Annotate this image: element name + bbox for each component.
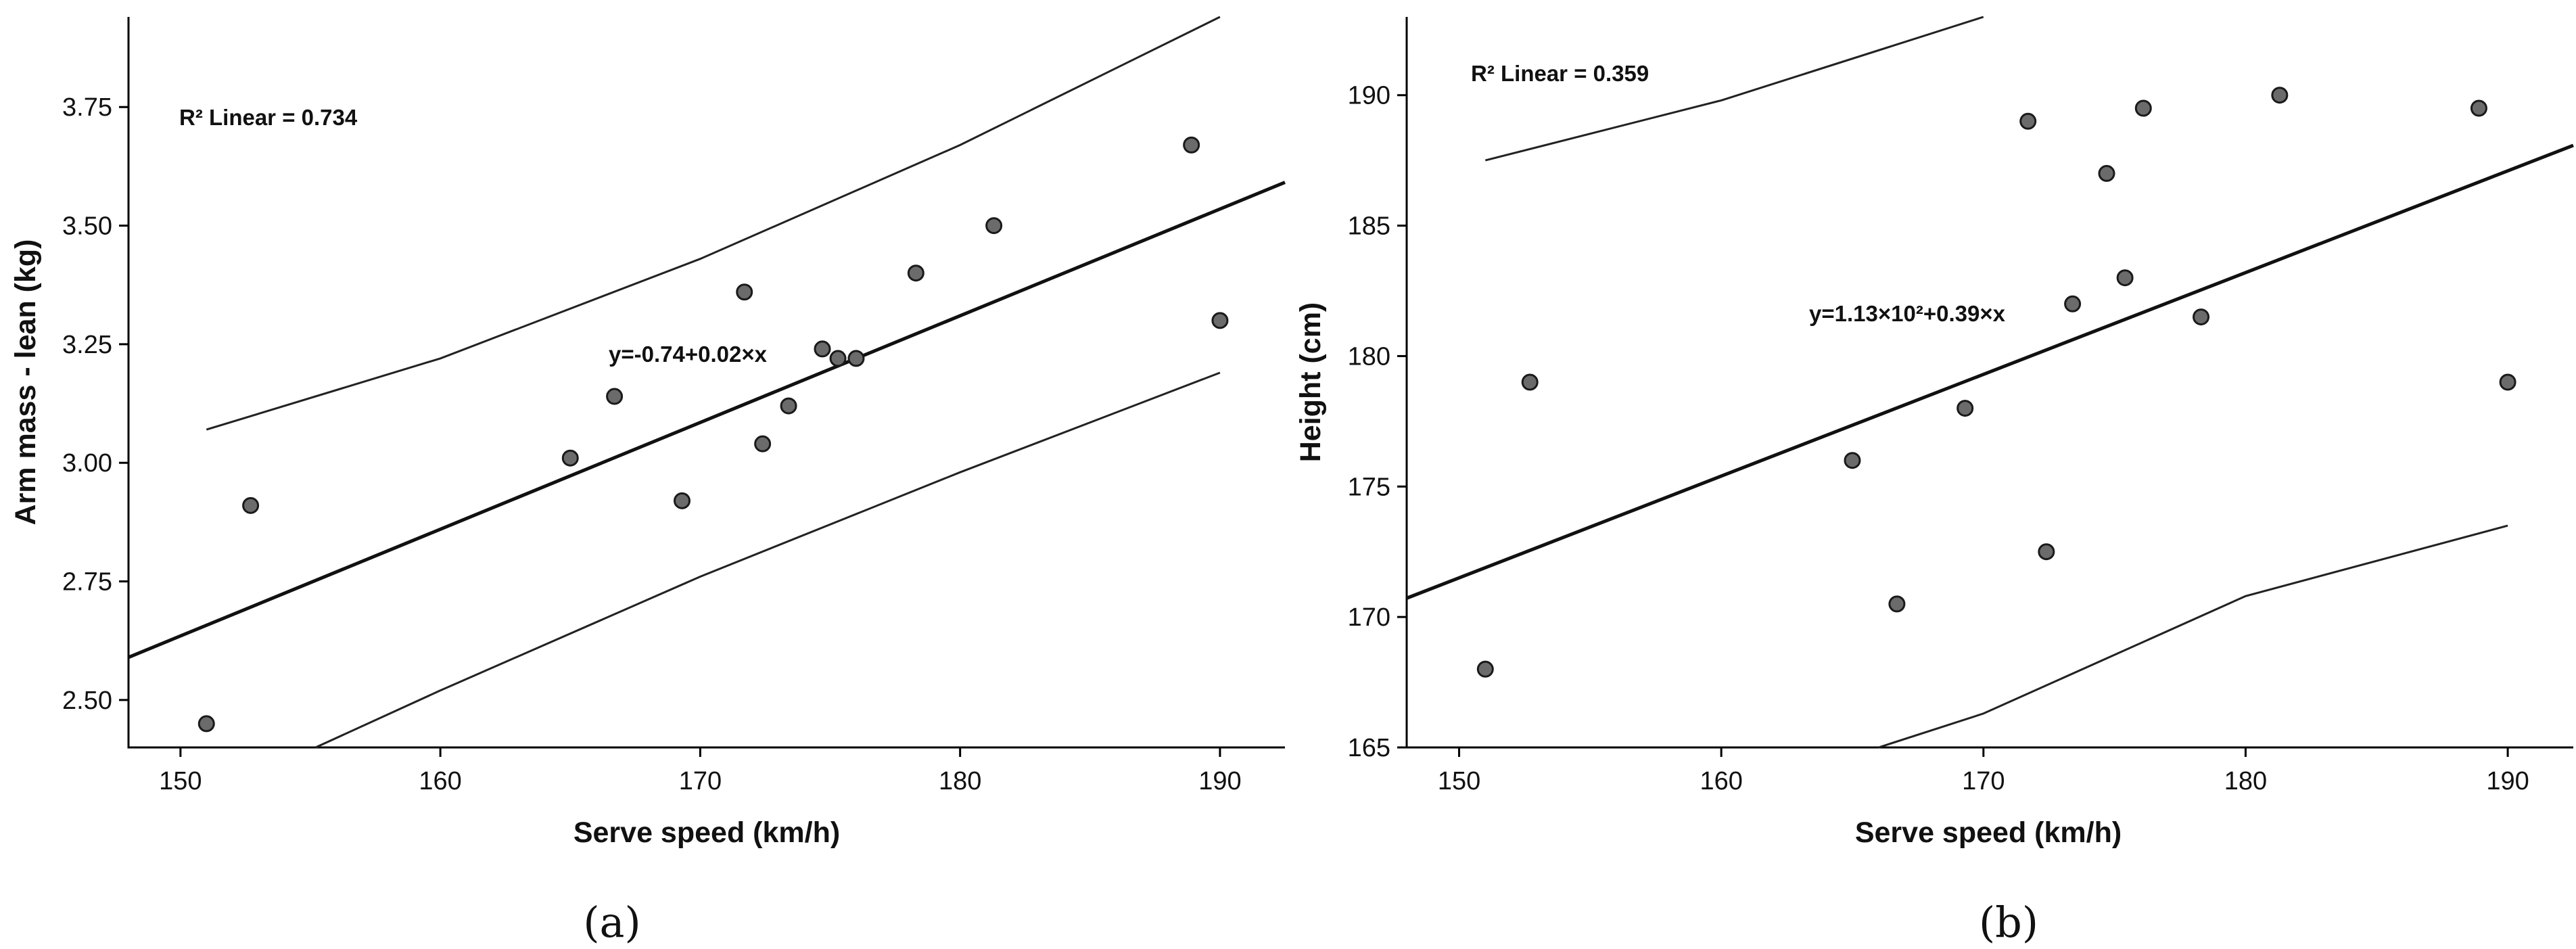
x-tick-label: 190 [1198, 767, 1241, 795]
data-point [197, 715, 215, 733]
data-point [2193, 308, 2210, 326]
x-tick-label: 160 [419, 767, 461, 795]
data-point [1211, 312, 1229, 329]
plot-area-a: 150 160 170 180 190 2.50 2.75 3.00 3.25 3.50 3.75… [62, 16, 1286, 795]
data-point [2038, 543, 2055, 561]
y-axis-title-a: Arm mass - lean (kg) [9, 239, 42, 526]
x-tick-label: 150 [159, 767, 202, 795]
x-tick-label: 180 [2224, 767, 2267, 795]
axes-frame-a [127, 17, 1285, 749]
plot-area-b: 150 160 170 180 190 165 170 175 180 185 190 R² Li… [1348, 16, 2574, 795]
ci-upper-line [206, 16, 1221, 431]
fit-line-group-a [128, 181, 1286, 659]
data-point [2019, 112, 2037, 130]
data-point [2116, 269, 2134, 287]
data-point [1888, 595, 1906, 613]
y-tick-label: 3.00 [62, 449, 112, 478]
data-point [1183, 136, 1200, 154]
y-axis-title-b: Height (cm) [1294, 302, 1327, 463]
ci-upper-line [1484, 16, 1984, 162]
data-point [814, 340, 831, 358]
data-point [2134, 99, 2152, 117]
y-ticks-b: 165 170 175 180 185 190 [1348, 82, 1407, 762]
data-point [2271, 87, 2289, 104]
x-axis-title-b: Serve speed (km/h) [1855, 816, 2122, 849]
data-point [1521, 373, 1539, 391]
y-tick-label: 3.50 [62, 212, 112, 241]
y-tick-label: 165 [1348, 734, 1390, 762]
ci-lower-line [315, 371, 1221, 749]
chart-panel-a: 150 160 170 180 190 2.50 2.75 3.00 3.25 3.50 3.75… [9, 16, 1286, 947]
data-point [829, 350, 847, 367]
data-point [673, 492, 690, 509]
r2-label-a: R² Linear = 0.734 [179, 105, 358, 130]
x-tick-label: 170 [679, 767, 722, 795]
fit-line-group-b [1406, 143, 2574, 600]
data-point [1844, 452, 1861, 469]
data-point [2499, 373, 2516, 391]
chart-panel-b: 150 160 170 180 190 165 170 175 180 185 190 R² Li… [1294, 16, 2574, 947]
panel-label-b: (b) [1979, 898, 2038, 947]
data-point [736, 283, 753, 301]
y-tick-label: 190 [1348, 82, 1390, 110]
data-point [847, 350, 865, 367]
y-ticks-a: 2.50 2.75 3.00 3.25 3.50 3.75 [62, 93, 128, 715]
fit-line [1406, 143, 2574, 600]
equation-label-a: y=-0.74+0.02×x [609, 342, 768, 367]
data-point [1476, 660, 1494, 678]
equation-label-b: y=1.13×10²+0.39×x [1809, 301, 2006, 326]
x-tick-label: 170 [1962, 767, 2005, 795]
x-tick-label: 190 [2486, 767, 2529, 795]
data-point [907, 264, 924, 282]
y-tick-label: 180 [1348, 342, 1390, 371]
x-tick-label: 160 [1700, 767, 1742, 795]
data-point [985, 217, 1003, 235]
y-tick-label: 2.75 [62, 568, 112, 597]
fit-line [128, 181, 1286, 659]
data-point [2470, 99, 2487, 117]
y-tick-label: 170 [1348, 603, 1390, 632]
y-tick-label: 185 [1348, 212, 1390, 241]
data-points-b [1476, 87, 2516, 678]
data-points-a [197, 136, 1229, 733]
y-tick-label: 3.25 [62, 331, 112, 359]
data-point [1957, 400, 1974, 417]
data-point [561, 449, 579, 467]
r2-label-b: R² Linear = 0.359 [1471, 61, 1649, 86]
x-tick-label: 150 [1438, 767, 1480, 795]
x-ticks-b: 150 160 170 180 190 [1438, 747, 2529, 795]
y-tick-label: 2.50 [62, 687, 112, 715]
confidence-bands-a [206, 16, 1221, 749]
x-ticks-a: 150 160 170 180 190 [159, 747, 1242, 795]
data-point [606, 388, 624, 405]
data-point [242, 496, 260, 514]
data-point [754, 435, 772, 453]
data-point [2064, 295, 2082, 313]
confidence-bands-b [1484, 16, 2508, 749]
x-axis-title-a: Serve speed (km/h) [573, 816, 840, 849]
y-tick-label: 3.75 [62, 93, 112, 122]
data-point [780, 397, 797, 415]
panel-label-a: (a) [583, 898, 640, 947]
data-point [2098, 164, 2115, 182]
ci-lower-line [1878, 524, 2508, 749]
axes-frame-b [1405, 17, 2573, 749]
y-tick-label: 175 [1348, 473, 1390, 501]
x-tick-label: 180 [939, 767, 981, 795]
